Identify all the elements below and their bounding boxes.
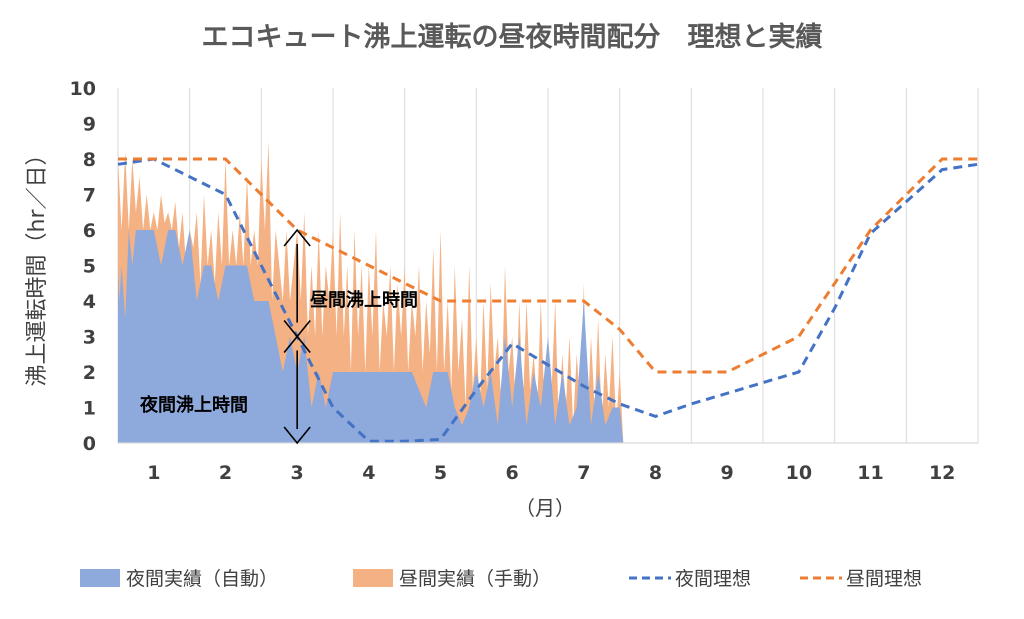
legend-swatch [353,569,393,587]
y-tick-label: 2 [83,362,96,384]
y-tick-label: 8 [83,149,96,171]
x-tick-label: 6 [506,462,519,484]
day-ideal-line [118,157,978,374]
x-tick-label: 2 [219,462,232,484]
night-actual-area [118,230,624,443]
y-tick-label: 5 [83,256,96,278]
y-tick-label: 1 [83,398,96,420]
x-tick-label: 12 [929,462,955,484]
night-annotation: 夜間沸上時間 [139,394,248,416]
legend-label: 昼間理想 [846,568,922,590]
x-tick-label: 10 [786,462,812,484]
y-axis-label: 沸上運転時間（hr／日） [25,144,50,387]
y-tick-label: 3 [83,327,96,349]
x-tick-label: 11 [857,462,883,484]
legend-label: 夜間理想 [675,568,751,590]
y-tick-label: 6 [83,220,96,242]
day-arrow-head-top [283,228,311,247]
y-tick-label: 9 [83,114,96,136]
x-tick-label: 5 [434,462,447,484]
y-tick-label: 0 [83,433,96,455]
night-arrow-head-top [283,335,311,354]
y-tick-label: 7 [83,185,96,207]
night-arrow-head-bottom [283,426,311,445]
x-tick-label: 8 [649,462,662,484]
legend-swatch [80,569,120,587]
area-series [118,141,624,444]
legend-label: 昼間実績（手動） [399,568,551,590]
x-axis-label: （月） [515,496,575,520]
x-tick-label: 7 [577,462,590,484]
y-tick-label: 4 [83,291,96,313]
day-annotation: 昼間沸上時間 [310,289,418,311]
x-tick-label: 1 [147,462,160,484]
x-tick-label: 4 [362,462,375,484]
night-ideal-line [117,157,979,443]
line-series [117,157,979,443]
x-tick-label: 9 [721,462,734,484]
x-tick-label: 3 [291,462,304,484]
legend: 夜間実績（自動） 昼間実績（手動） 夜間理想 昼間理想 [80,568,922,590]
legend-label: 夜間実績（自動） [126,568,278,590]
chart-title: エコキュート沸上運転の昼夜時間配分 理想と実績 [202,21,823,53]
y-tick-label: 10 [70,78,96,100]
